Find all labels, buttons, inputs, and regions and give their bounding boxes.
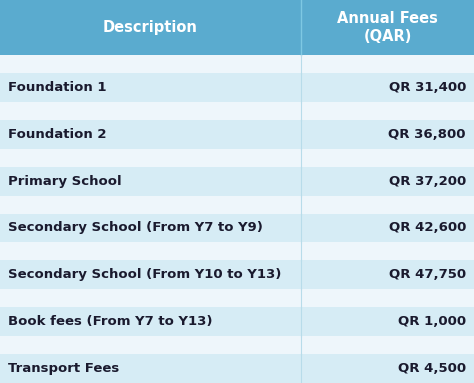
Text: Secondary School (From Y7 to Y9): Secondary School (From Y7 to Y9)	[8, 221, 263, 234]
Bar	[0, 336, 474, 354]
Bar	[0, 167, 474, 196]
Text: Description: Description	[103, 20, 198, 35]
Bar	[0, 214, 474, 242]
Bar	[0, 0, 301, 55]
Text: QR 4,500: QR 4,500	[398, 362, 466, 375]
Text: Secondary School (From Y10 to Y13): Secondary School (From Y10 to Y13)	[8, 268, 282, 282]
Text: Foundation 1: Foundation 1	[8, 81, 107, 94]
Text: QR 42,600: QR 42,600	[389, 221, 466, 234]
Text: Annual Fees
(QAR): Annual Fees (QAR)	[337, 11, 438, 44]
Text: Transport Fees: Transport Fees	[8, 362, 119, 375]
Text: QR 47,750: QR 47,750	[389, 268, 466, 282]
Text: Primary School: Primary School	[8, 175, 122, 188]
Bar	[0, 307, 474, 336]
Text: Foundation 2: Foundation 2	[8, 128, 107, 141]
Bar	[301, 0, 474, 55]
Bar	[0, 120, 474, 149]
Bar	[0, 242, 474, 260]
Bar	[0, 149, 474, 167]
Bar	[0, 289, 474, 307]
Text: QR 36,800: QR 36,800	[389, 128, 466, 141]
Text: QR 31,400: QR 31,400	[389, 81, 466, 94]
Bar	[0, 196, 474, 214]
Text: Book fees (From Y7 to Y13): Book fees (From Y7 to Y13)	[8, 315, 212, 328]
Bar	[0, 354, 474, 383]
Bar	[0, 73, 474, 102]
Text: QR 37,200: QR 37,200	[389, 175, 466, 188]
Bar	[0, 260, 474, 289]
Text: QR 1,000: QR 1,000	[398, 315, 466, 328]
Bar	[0, 102, 474, 120]
Bar	[0, 55, 474, 73]
